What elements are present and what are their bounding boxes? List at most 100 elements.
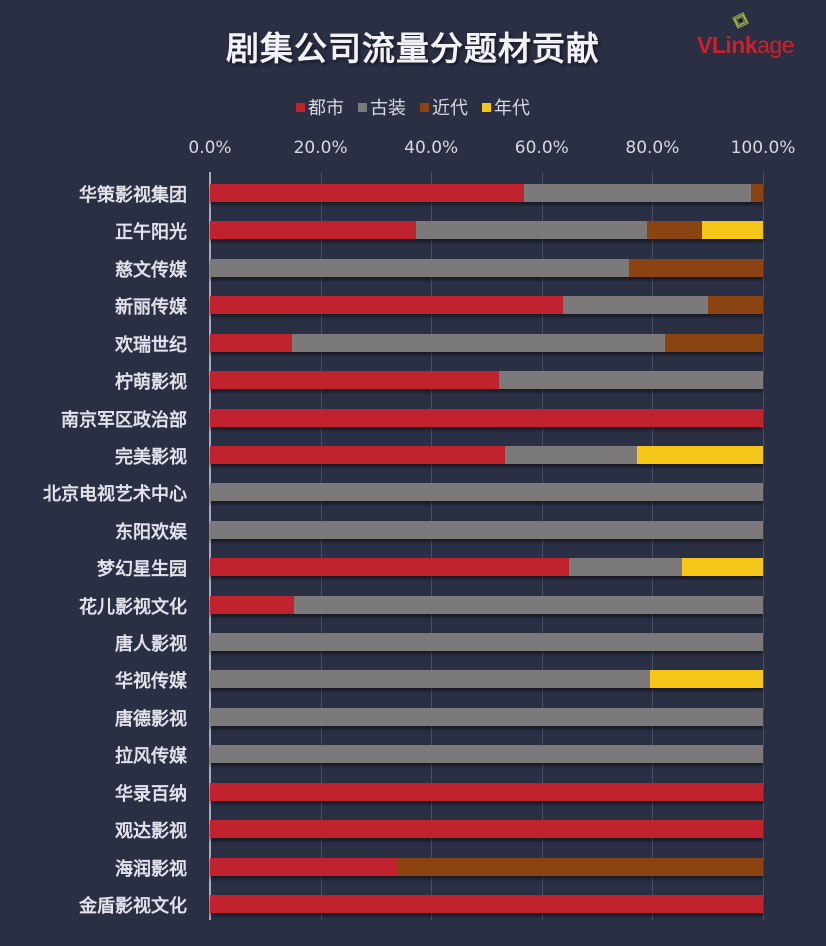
bar-segment-modern <box>628 258 763 277</box>
bar-segment-modern <box>664 333 763 352</box>
bar-row <box>210 894 763 913</box>
category-label: 北京电视艺术中心 <box>43 484 187 506</box>
bar-segment-costume <box>563 296 709 315</box>
bar-row <box>210 408 763 427</box>
category-label: 完美影视 <box>115 446 187 468</box>
bar-segment-costume <box>292 333 665 352</box>
y-axis-line <box>209 172 211 920</box>
legend-label: 近代 <box>432 98 468 119</box>
category-label: 华录百纳 <box>115 783 187 805</box>
bar-row <box>210 445 763 464</box>
legend-item: 古装 <box>358 94 406 120</box>
chart-title: 剧集公司流量分题材贡献 <box>226 29 600 68</box>
logo-frames-icon <box>731 12 750 30</box>
bar-segment-costume <box>498 371 763 390</box>
legend-item: 年代 <box>482 94 530 120</box>
bar-segment-costume <box>504 445 637 464</box>
bar-row <box>210 296 763 315</box>
legend-swatch <box>482 102 491 112</box>
bar-row <box>210 558 763 577</box>
gridline <box>320 172 322 920</box>
legend-label: 古装 <box>370 98 406 119</box>
vlinkage-logo: VLinkage <box>697 10 817 60</box>
legend-label: 年代 <box>494 98 530 119</box>
x-tick-label: 20.0% <box>293 138 348 158</box>
x-axis-tick-labels: 0.0% 20.0% 40.0% 60.0% 80.0% 100.0% <box>0 138 826 160</box>
bar-row <box>210 221 763 240</box>
bar-segment-urban <box>210 894 763 913</box>
bar-segment-costume <box>568 558 682 577</box>
category-label: 正午阳光 <box>115 222 187 244</box>
legend-swatch <box>358 102 367 112</box>
gridline <box>763 172 764 920</box>
logo-wordmark: VLinkage <box>697 32 794 58</box>
bar-row <box>210 333 763 352</box>
bar-row <box>210 633 763 652</box>
category-label: 唐德影视 <box>115 708 187 730</box>
bar-segment-costume <box>210 483 763 502</box>
bar-row <box>210 707 763 726</box>
bar-segment-costume <box>210 745 763 764</box>
bar-segment-modern <box>397 857 763 876</box>
gridline <box>431 172 433 920</box>
bar-segment-costume <box>210 670 651 689</box>
category-label: 观达影视 <box>115 821 187 843</box>
bar-segment-costume <box>523 184 751 202</box>
bar-segment-urban <box>210 782 763 801</box>
category-label: 慈文传媒 <box>115 259 187 281</box>
legend-item: 都市 <box>296 94 344 120</box>
bar-segment-urban <box>210 408 763 427</box>
category-label: 梦幻星生园 <box>97 559 187 581</box>
x-tick-label: 40.0% <box>404 138 459 158</box>
bar-segment-costume <box>210 258 629 277</box>
bar-segment-period <box>636 445 763 464</box>
bar-segment-modern <box>708 296 763 315</box>
legend-item: 近代 <box>420 94 468 120</box>
bar-segment-urban <box>210 820 763 839</box>
bar-row <box>210 595 763 614</box>
category-label: 唐人影视 <box>115 634 187 656</box>
gridline <box>652 172 654 920</box>
bar-segment-modern <box>750 184 763 202</box>
bar-row <box>210 520 763 539</box>
bar-segment-urban <box>210 595 294 614</box>
category-label: 华视传媒 <box>115 671 187 693</box>
bar-segment-period <box>650 670 763 689</box>
bar-row <box>210 483 763 502</box>
bar-segment-period <box>702 221 763 240</box>
bar-segment-urban <box>210 296 564 315</box>
bar-segment-urban <box>210 857 398 876</box>
legend-swatch <box>296 102 305 112</box>
category-label: 新丽传媒 <box>115 297 187 319</box>
legend-swatch <box>420 102 429 112</box>
bar-segment-urban <box>210 371 499 390</box>
category-label: 金盾影视文化 <box>79 895 187 917</box>
bar-row <box>210 782 763 801</box>
bar-segment-urban <box>210 558 569 577</box>
bar-segment-urban <box>210 221 416 240</box>
bar-segment-costume <box>210 633 763 652</box>
bar-segment-urban <box>210 445 505 464</box>
category-label: 东阳欢娱 <box>115 521 187 543</box>
category-label: 拉风传媒 <box>115 746 187 768</box>
bar-segment-costume <box>210 707 763 726</box>
legend-label: 都市 <box>308 98 344 119</box>
bar-segment-urban <box>210 333 293 352</box>
category-label: 欢瑞世纪 <box>115 334 187 356</box>
bar-segment-costume <box>293 595 763 614</box>
x-tick-label: 80.0% <box>625 138 680 158</box>
category-label: 海润影视 <box>115 858 187 880</box>
plot-area <box>209 172 764 920</box>
category-label: 华策影视集团 <box>79 185 187 206</box>
bar-row <box>210 184 763 202</box>
bar-row <box>210 745 763 764</box>
bar-row <box>210 820 763 839</box>
bar-row <box>210 258 763 277</box>
bar-segment-modern <box>647 221 703 240</box>
category-label: 花儿影视文化 <box>79 596 187 618</box>
bar-row <box>210 857 763 876</box>
gridline <box>541 172 543 920</box>
category-label: 南京军区政治部 <box>61 409 187 431</box>
bar-row <box>210 371 763 390</box>
x-tick-label: 100.0% <box>730 138 796 158</box>
